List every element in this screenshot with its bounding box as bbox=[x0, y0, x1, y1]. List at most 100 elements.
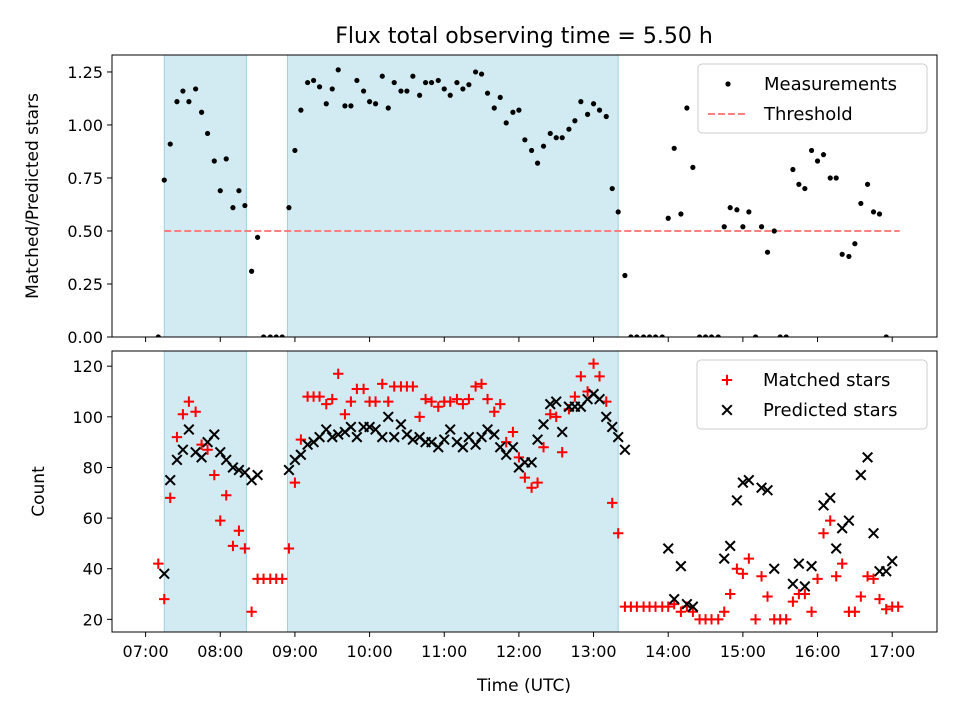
x-tick-label: 17:00 bbox=[869, 642, 915, 661]
data-point bbox=[675, 560, 687, 572]
data-point bbox=[876, 211, 883, 217]
bottom-shaded-interval bbox=[163, 351, 247, 632]
data-point bbox=[702, 334, 709, 337]
data-point bbox=[640, 334, 647, 337]
data-point bbox=[814, 158, 821, 164]
data-point bbox=[161, 177, 167, 183]
data-point bbox=[783, 334, 789, 337]
data-point bbox=[295, 434, 307, 445]
data-point bbox=[818, 528, 829, 539]
data-point bbox=[249, 268, 255, 274]
data-point bbox=[796, 181, 802, 187]
data-point bbox=[410, 73, 416, 79]
data-point bbox=[594, 371, 605, 382]
data-point bbox=[491, 105, 497, 111]
measurements-series bbox=[155, 67, 889, 337]
data-point bbox=[366, 99, 373, 105]
data-point bbox=[383, 396, 394, 407]
data-point bbox=[183, 423, 195, 435]
data-point bbox=[292, 147, 298, 154]
data-point bbox=[522, 137, 528, 143]
data-point bbox=[295, 449, 307, 461]
data-point bbox=[233, 464, 245, 476]
data-point bbox=[326, 431, 338, 443]
data-point bbox=[836, 558, 848, 569]
data-point bbox=[743, 553, 755, 564]
data-point bbox=[167, 141, 173, 147]
data-point bbox=[494, 441, 506, 453]
data-point bbox=[422, 79, 429, 86]
data-point bbox=[528, 147, 535, 154]
data-point bbox=[158, 568, 170, 580]
data-point bbox=[750, 614, 761, 625]
data-point bbox=[177, 444, 189, 456]
data-point bbox=[445, 396, 456, 407]
data-point bbox=[260, 334, 267, 337]
bottom-legend: Matched stars Predicted stars bbox=[696, 359, 928, 430]
data-point bbox=[388, 431, 400, 443]
data-point bbox=[724, 588, 736, 600]
data-point bbox=[209, 469, 220, 481]
data-point bbox=[556, 426, 568, 438]
data-point bbox=[609, 185, 615, 192]
top-axes-frame bbox=[111, 54, 938, 338]
data-point bbox=[417, 92, 423, 98]
data-point bbox=[862, 451, 874, 463]
data-point bbox=[532, 477, 543, 488]
data-point bbox=[684, 105, 690, 111]
data-point bbox=[190, 406, 201, 417]
y-tick-label: 0.25 bbox=[67, 275, 103, 294]
data-point bbox=[756, 482, 768, 494]
data-point bbox=[559, 135, 565, 141]
data-point bbox=[634, 334, 640, 337]
data-point bbox=[596, 107, 603, 113]
data-point bbox=[516, 107, 522, 113]
data-point bbox=[557, 447, 568, 458]
data-point bbox=[663, 601, 674, 612]
data-point bbox=[607, 497, 618, 509]
data-point bbox=[165, 492, 176, 504]
data-point bbox=[777, 334, 783, 337]
data-point bbox=[544, 398, 556, 410]
legend-marker bbox=[725, 81, 731, 87]
top-y-axis-label: Matched/Predicted stars bbox=[23, 93, 43, 299]
data-point bbox=[719, 606, 730, 617]
data-point bbox=[208, 429, 220, 441]
data-point bbox=[476, 431, 488, 443]
data-point bbox=[615, 209, 621, 215]
data-point bbox=[799, 588, 811, 600]
data-point bbox=[740, 224, 746, 230]
data-point bbox=[538, 418, 550, 430]
data-point bbox=[681, 598, 693, 610]
data-point bbox=[351, 431, 363, 443]
data-point bbox=[715, 334, 721, 337]
data-point bbox=[594, 393, 606, 405]
data-point bbox=[476, 378, 487, 390]
data-point bbox=[202, 444, 213, 455]
data-point bbox=[827, 175, 833, 181]
data-point bbox=[534, 160, 541, 166]
data-point bbox=[370, 396, 381, 407]
data-point bbox=[622, 272, 628, 279]
x-tick-label: 12:00 bbox=[496, 642, 542, 661]
data-point bbox=[223, 156, 229, 162]
data-point bbox=[454, 79, 460, 86]
y-tick-label: 0.00 bbox=[67, 328, 103, 347]
data-point bbox=[578, 99, 584, 105]
data-point bbox=[862, 571, 873, 582]
data-point bbox=[868, 573, 879, 585]
matched-stars-series bbox=[153, 358, 904, 625]
data-point bbox=[743, 474, 755, 486]
data-point bbox=[233, 525, 245, 536]
data-point bbox=[849, 606, 861, 617]
data-point bbox=[588, 358, 599, 369]
data-point bbox=[186, 99, 192, 105]
data-point bbox=[153, 558, 164, 569]
data-point bbox=[569, 391, 581, 402]
data-point bbox=[526, 482, 537, 493]
data-point bbox=[227, 540, 239, 552]
data-point bbox=[472, 69, 479, 75]
data-point bbox=[612, 528, 624, 539]
data-point bbox=[198, 109, 205, 115]
data-point bbox=[242, 202, 248, 209]
